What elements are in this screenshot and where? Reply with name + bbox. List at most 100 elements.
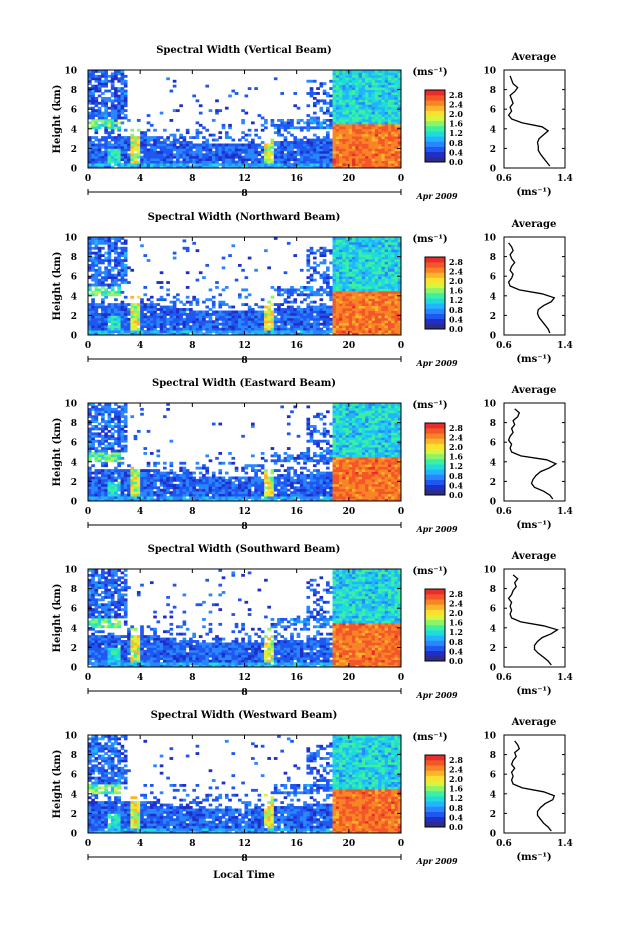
heatmap-cell [397, 89, 402, 93]
heatmap-cell [371, 109, 376, 113]
heatmap-cell [192, 163, 196, 166]
heatmap-cell [368, 283, 373, 287]
heatmap-cell [381, 293, 386, 297]
heatmap-cell [218, 317, 223, 321]
heatmap-cell [146, 498, 151, 502]
heatmap-cell [208, 332, 213, 336]
heatmap-cell [335, 128, 340, 132]
heatmap-cell [156, 454, 161, 458]
heatmap-cell [107, 315, 112, 319]
heatmap-cell [107, 263, 112, 267]
heatmap-cell [101, 101, 105, 105]
heatmap-cell [104, 99, 108, 103]
heatmap-cell [88, 310, 92, 314]
heatmap-cell [228, 312, 232, 316]
heatmap-cell [114, 454, 118, 458]
heatmap-cell [397, 244, 402, 248]
heatmap-cell [247, 327, 252, 331]
heatmap-cell [198, 315, 203, 319]
heatmap-cell [322, 276, 327, 280]
heatmap-cell [114, 92, 118, 95]
heatmap-cell [335, 259, 340, 262]
heatmap-cell [251, 148, 255, 152]
heatmap-cell [192, 327, 196, 331]
heatmap-cell [117, 303, 121, 306]
heatmap-cell [208, 148, 213, 152]
heatmap-cell [247, 155, 252, 159]
heatmap-cell [397, 163, 402, 166]
heatmap-cell [355, 150, 360, 154]
heatmap-cell [88, 315, 92, 319]
heatmap-cell [355, 114, 360, 117]
heatmap-cell [391, 104, 395, 108]
heatmap-cell [130, 153, 135, 157]
heatmap-cell [179, 300, 183, 304]
heatmap-cell [378, 84, 382, 88]
heatmap-cell [296, 332, 301, 336]
heatmap-cell [94, 303, 99, 306]
heatmap-cell [361, 119, 366, 122]
heatmap-cell [110, 327, 115, 331]
heatmap-cell [293, 300, 298, 304]
heatmap-cell [371, 263, 376, 267]
heatmap-cell [352, 286, 356, 289]
heatmap-cell [120, 290, 125, 294]
heatmap-cell [286, 123, 291, 127]
heatmap-cell [88, 82, 92, 86]
heatmap-cell [117, 246, 121, 250]
heatmap-cell [378, 138, 382, 142]
heatmap-cell [332, 96, 337, 100]
heatmap-cell [143, 320, 148, 324]
heatmap-cell [290, 325, 294, 329]
colorbar-segment [425, 100, 445, 106]
heatmap-cell [358, 153, 363, 157]
heatmap-cell [329, 148, 333, 152]
heatmap-cell [198, 332, 203, 336]
heatmap-cell [296, 106, 301, 110]
heatmap-cell [114, 471, 118, 475]
heatmap-cell [97, 150, 102, 154]
heatmap-cell [247, 150, 252, 154]
heatmap-cell [264, 150, 268, 154]
heatmap-cell [348, 143, 353, 147]
heatmap-cell [326, 155, 330, 159]
heatmap-cell [332, 249, 337, 253]
heatmap-cell [182, 138, 187, 142]
heatmap-cell [205, 263, 210, 267]
heatmap-cell [306, 259, 311, 262]
heatmap-cell [290, 290, 294, 294]
heatmap-cell [290, 150, 294, 154]
heatmap-cell [397, 254, 402, 257]
heatmap-cell [136, 155, 141, 159]
heatmap-cell [156, 476, 161, 480]
heatmap-cell [104, 434, 108, 438]
heatmap-cell [335, 109, 340, 113]
heatmap-cell [179, 141, 183, 144]
heatmap-cell [202, 153, 206, 157]
heatmap-cell [88, 474, 92, 477]
heatmap-cell [365, 160, 369, 164]
heatmap-cell [394, 72, 399, 76]
heatmap-cell [335, 271, 340, 275]
heatmap-cell [387, 266, 392, 270]
heatmap-cell [91, 84, 95, 88]
heatmap-cell [371, 288, 376, 292]
heatmap-cell [251, 325, 255, 329]
heatmap-cell [120, 429, 125, 433]
heatmap-cell [237, 330, 242, 333]
heatmap-cell [277, 126, 281, 130]
heatmap-cell [312, 145, 317, 149]
heatmap-cell [381, 148, 386, 152]
heatmap-cell [299, 308, 304, 311]
heatmap-cell [391, 109, 395, 113]
heatmap-cell [146, 429, 151, 433]
heatmap-cell [384, 136, 389, 139]
heatmap-cell [319, 99, 324, 103]
heatmap-cell [342, 327, 346, 331]
heatmap-cell [273, 165, 278, 169]
heatmap-cell [179, 312, 183, 316]
heatmap-cell [345, 276, 350, 280]
heatmap-cell [348, 84, 353, 88]
heatmap-cell [378, 317, 382, 321]
heatmap-cell [133, 332, 138, 336]
